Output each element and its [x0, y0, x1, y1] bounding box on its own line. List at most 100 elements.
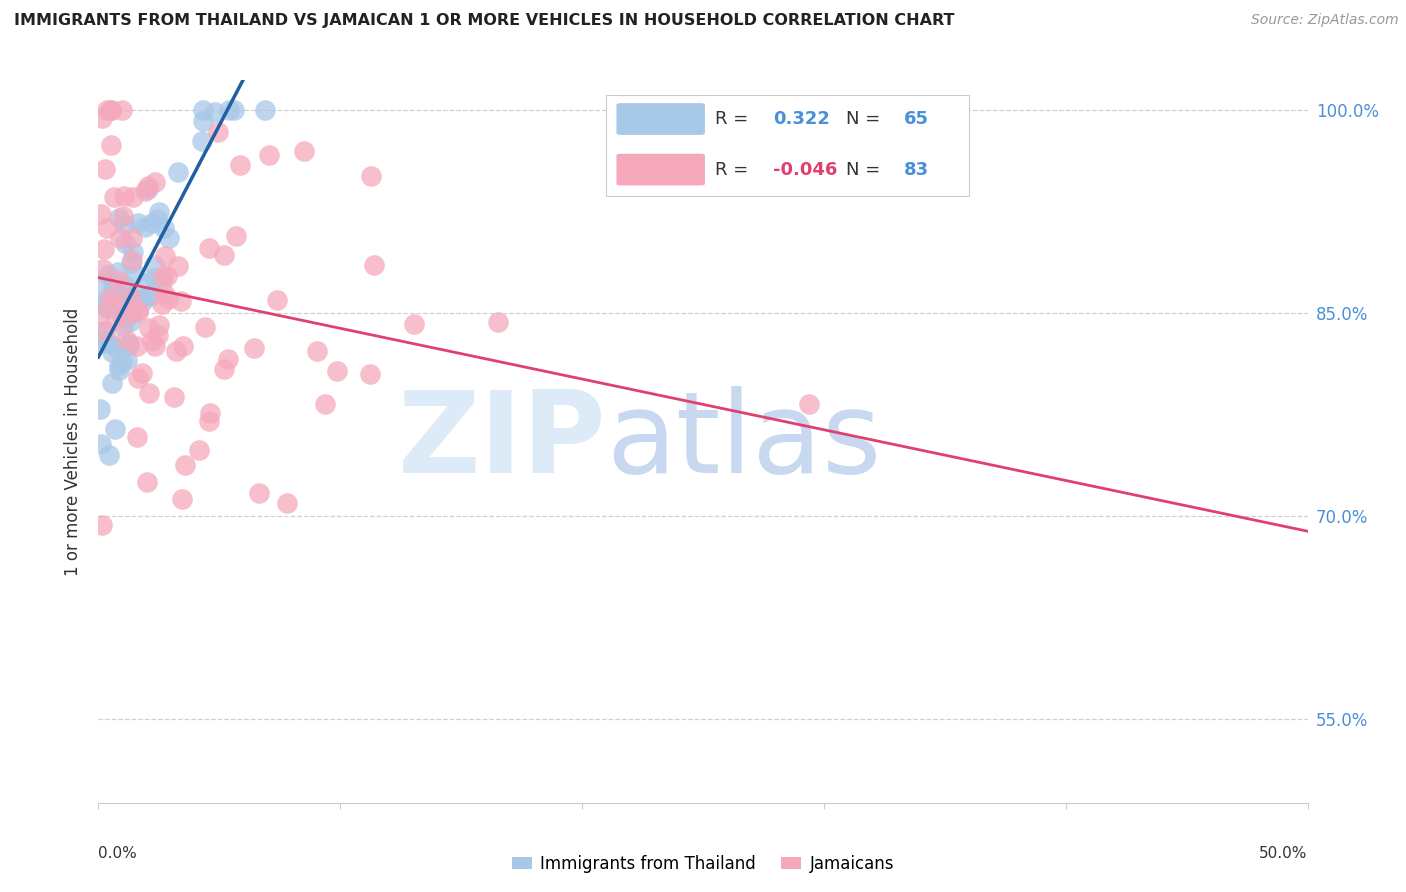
- Point: [100, 103, 122, 117]
- Point: [96, 221, 118, 235]
- Point: [191, 103, 214, 117]
- Point: [292, 144, 315, 158]
- Point: [103, 280, 125, 294]
- Point: [111, 209, 134, 223]
- Point: [266, 293, 288, 307]
- Point: [172, 339, 194, 353]
- Point: [486, 315, 509, 329]
- Point: [90, 294, 112, 309]
- Point: [143, 338, 166, 352]
- Point: [225, 229, 247, 244]
- Point: [136, 287, 159, 301]
- Point: [125, 339, 148, 353]
- Point: [146, 211, 169, 226]
- Text: ZIP: ZIP: [398, 386, 606, 497]
- Point: [136, 179, 159, 194]
- Legend: Immigrants from Thailand, Jamaicans: Immigrants from Thailand, Jamaicans: [505, 848, 901, 880]
- Point: [108, 231, 131, 245]
- Point: [212, 362, 235, 376]
- Point: [127, 304, 149, 318]
- Point: [94, 324, 117, 338]
- Point: [153, 221, 176, 235]
- Point: [188, 442, 211, 457]
- Point: [363, 258, 385, 272]
- Point: [114, 235, 136, 250]
- Point: [229, 158, 252, 172]
- Point: [305, 344, 328, 359]
- Point: [120, 256, 142, 270]
- Point: [127, 371, 149, 385]
- Point: [101, 376, 124, 390]
- Point: [104, 422, 127, 436]
- Point: [150, 273, 173, 287]
- Point: [121, 289, 143, 303]
- Point: [115, 278, 138, 293]
- Point: [257, 148, 280, 162]
- Point: [107, 358, 129, 372]
- Point: [194, 319, 217, 334]
- Point: [138, 321, 160, 335]
- Point: [89, 307, 111, 321]
- Point: [204, 105, 226, 120]
- Point: [139, 289, 162, 303]
- Point: [166, 165, 188, 179]
- Point: [101, 345, 124, 359]
- Point: [118, 290, 141, 304]
- Text: atlas: atlas: [606, 386, 882, 497]
- Point: [122, 245, 145, 260]
- Point: [96, 103, 118, 117]
- Point: [90, 437, 112, 451]
- Point: [143, 271, 166, 285]
- Point: [197, 241, 219, 255]
- Point: [314, 397, 336, 411]
- Point: [100, 137, 122, 152]
- Point: [359, 368, 381, 382]
- Point: [98, 336, 121, 351]
- Point: [131, 367, 153, 381]
- Point: [148, 205, 170, 219]
- Point: [134, 219, 156, 234]
- Point: [120, 314, 142, 328]
- Point: [157, 231, 180, 245]
- Point: [143, 175, 166, 189]
- Point: [212, 248, 235, 262]
- Point: [111, 103, 134, 117]
- Point: [404, 317, 426, 331]
- Point: [200, 406, 222, 420]
- Text: 0.0%: 0.0%: [98, 847, 138, 861]
- Point: [127, 293, 149, 308]
- Point: [97, 448, 120, 462]
- Point: [131, 294, 153, 309]
- Point: [89, 326, 111, 340]
- Point: [112, 311, 135, 326]
- Point: [97, 268, 120, 283]
- Point: [118, 336, 141, 351]
- Point: [114, 332, 136, 346]
- Point: [217, 352, 239, 367]
- Point: [103, 190, 125, 204]
- Point: [134, 184, 156, 198]
- Point: [155, 249, 177, 263]
- Point: [121, 253, 143, 268]
- Point: [325, 364, 347, 378]
- Point: [93, 334, 115, 348]
- Point: [96, 301, 118, 315]
- Point: [91, 262, 114, 277]
- Point: [148, 318, 170, 333]
- Point: [191, 114, 214, 128]
- Point: [167, 259, 190, 273]
- Point: [157, 292, 180, 306]
- Point: [152, 268, 174, 283]
- Point: [114, 306, 136, 320]
- Text: 50.0%: 50.0%: [1260, 847, 1308, 861]
- Point: [247, 485, 270, 500]
- Point: [103, 339, 125, 353]
- Point: [112, 189, 135, 203]
- Point: [243, 342, 266, 356]
- Point: [114, 310, 136, 324]
- Point: [90, 275, 112, 289]
- Point: [100, 103, 122, 117]
- Point: [136, 475, 159, 489]
- Point: [127, 303, 149, 318]
- Point: [360, 169, 382, 184]
